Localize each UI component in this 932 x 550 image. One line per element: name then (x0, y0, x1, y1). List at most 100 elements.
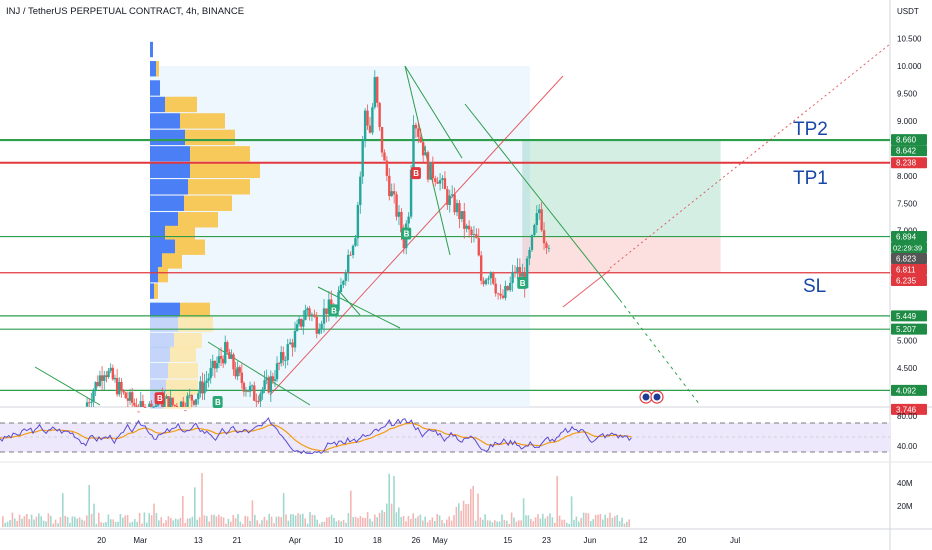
candle-body (171, 397, 174, 405)
volume-bar (227, 518, 230, 527)
trade-badge[interactable]: B (517, 276, 528, 289)
candle-body (392, 191, 396, 195)
volume-bar (429, 520, 431, 527)
candle-body (130, 392, 134, 403)
candle-body (518, 267, 522, 277)
candle-body (205, 380, 208, 383)
volume-profile (150, 41, 260, 409)
volume-bar (16, 520, 18, 527)
volume-bar (201, 473, 203, 527)
volume-bar (530, 518, 532, 527)
svg-text:B: B (404, 229, 410, 238)
volume-bar (83, 520, 86, 527)
us-flag-icon-2[interactable] (650, 390, 664, 404)
volume-bar (256, 520, 258, 527)
volume-bar (537, 514, 539, 527)
us-flag-icon[interactable] (639, 390, 653, 404)
time-tick: 21 (233, 536, 242, 545)
time-tick: 10 (334, 536, 343, 545)
volume-bar (611, 517, 614, 527)
volume-bar (155, 513, 158, 527)
price-label: 3.746 (891, 403, 927, 415)
candle-body (87, 402, 91, 404)
volume-bar (158, 520, 160, 527)
volume-bar (546, 516, 549, 527)
candle-body (438, 180, 442, 184)
candle-body (388, 175, 391, 197)
volume-bar (472, 485, 474, 527)
candle-body (105, 375, 108, 378)
candle-body (482, 280, 485, 285)
volume-bar (446, 519, 448, 527)
volume-bar (453, 515, 455, 527)
candle-body (275, 363, 279, 380)
trade-badge[interactable]: B (212, 396, 223, 409)
volume-bar (443, 523, 446, 527)
volume-bar (117, 521, 119, 527)
candle-body (85, 402, 89, 407)
volume-bar (23, 516, 26, 527)
volume-bar (122, 517, 124, 527)
trade-badge[interactable]: B (154, 392, 165, 405)
candle-body (213, 360, 217, 369)
candle-body (325, 308, 328, 314)
volume-bar (278, 516, 280, 527)
candle-body (175, 405, 179, 407)
candle-body (494, 283, 497, 294)
candle-body (221, 358, 225, 364)
volume-bar (194, 487, 196, 527)
candle-body (263, 380, 266, 390)
time-axis[interactable]: 20 Mar 13 21 Apr 10 18 26 May 15 23 Jun 12 20 Jul (97, 536, 740, 545)
volume-bar (335, 521, 338, 527)
volume-bar (191, 516, 194, 527)
candle-body (128, 392, 132, 401)
volume-bar (381, 510, 383, 527)
price-label: 5.207 (891, 323, 927, 335)
trade-badge[interactable]: B (401, 227, 412, 240)
svg-text:6.235: 6.235 (896, 277, 917, 286)
volume-bar (105, 522, 107, 527)
candle-body (100, 375, 104, 381)
volume-bar (280, 517, 282, 527)
candle-body (361, 139, 364, 177)
volume-bar (21, 518, 23, 527)
candle-body (385, 160, 389, 176)
volume-bar (532, 521, 534, 527)
candle-body (148, 403, 151, 407)
volume-bar (489, 520, 491, 527)
volume-bar (150, 515, 153, 527)
candle-body (182, 401, 185, 407)
svg-text:5.449: 5.449 (896, 312, 917, 321)
volume-bar (575, 516, 578, 527)
volume-bar (405, 521, 407, 527)
svg-text:6.811: 6.811 (896, 266, 916, 275)
volume-bar (544, 518, 546, 527)
chart-title: INJ / TetherUS PERPETUAL CONTRACT, 4h, B… (6, 6, 244, 17)
candle-body (90, 401, 93, 403)
candle-body (542, 230, 546, 244)
volume-bar (609, 512, 611, 527)
candle-body (330, 299, 333, 309)
candle-body (261, 389, 264, 394)
candle-body (302, 319, 305, 327)
volume-bar (50, 515, 52, 527)
long-position-tool[interactable] (522, 139, 721, 273)
candle-body (98, 375, 102, 386)
volume-bar (371, 521, 374, 527)
time-tick: Apr (289, 536, 302, 545)
candle-body (450, 194, 454, 196)
volume-bar (66, 516, 69, 527)
candle-body (217, 356, 221, 364)
volume-bar (354, 516, 357, 527)
volume-bar (294, 515, 297, 527)
trade-badge[interactable]: B (328, 304, 339, 317)
candle-body (226, 342, 229, 353)
volume-bar (208, 521, 210, 527)
volume-bar (184, 522, 186, 527)
trade-badge[interactable]: B (410, 167, 421, 180)
volume-bar (400, 517, 402, 527)
volume-bar (290, 514, 292, 527)
candle-body (455, 203, 459, 213)
candle-body (509, 283, 512, 291)
